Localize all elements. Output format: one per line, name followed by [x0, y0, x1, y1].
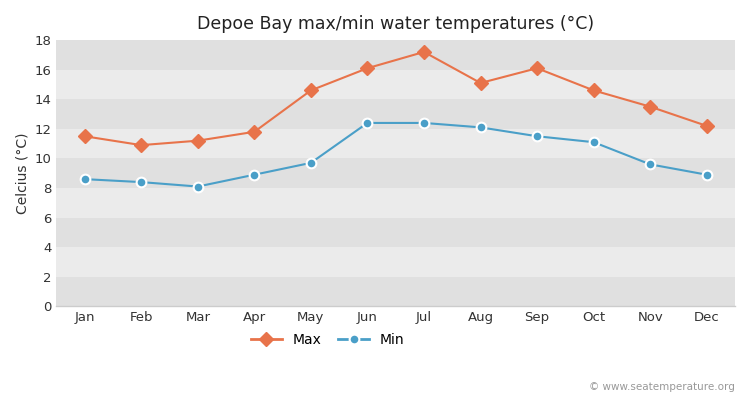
Bar [56, 277, 735, 306]
Bar [56, 40, 735, 70]
Bar [56, 129, 735, 158]
Y-axis label: Celcius (°C): Celcius (°C) [15, 132, 29, 214]
Bar [56, 218, 735, 247]
Bar [56, 188, 735, 218]
Bar [56, 247, 735, 277]
Legend: Max, Min: Max, Min [245, 328, 410, 353]
Title: Depoe Bay max/min water temperatures (°C): Depoe Bay max/min water temperatures (°C… [197, 15, 594, 33]
Bar [56, 70, 735, 99]
Bar [56, 99, 735, 129]
Text: © www.seatemperature.org: © www.seatemperature.org [590, 382, 735, 392]
Bar [56, 158, 735, 188]
